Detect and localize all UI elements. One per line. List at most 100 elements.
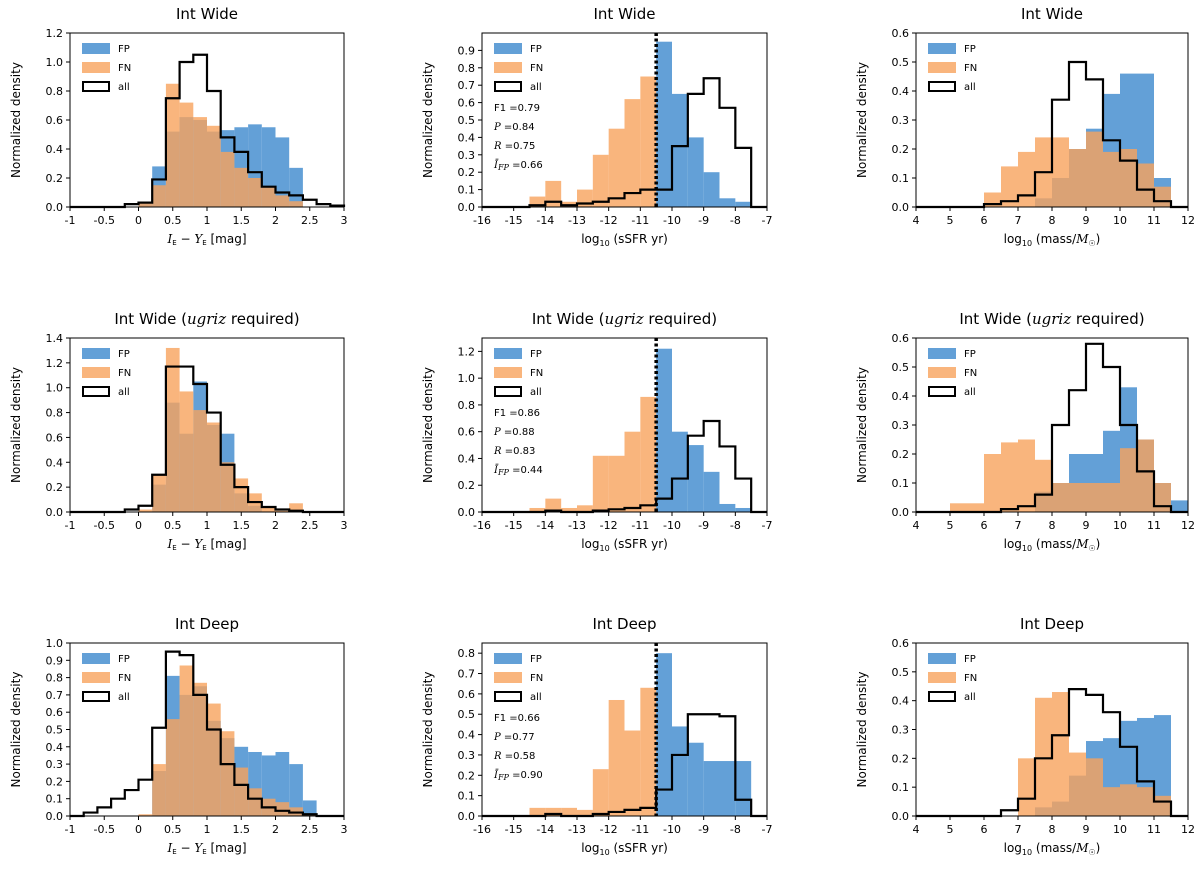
y-tick-label: 0.5	[892, 361, 910, 374]
fp-bar	[275, 751, 290, 816]
x-tick-label: -16	[473, 823, 491, 836]
fp-bar	[289, 764, 303, 816]
legend-swatch-fn	[494, 367, 522, 378]
fp-bar	[656, 348, 672, 512]
legend-label: FP	[964, 654, 976, 665]
legend-swatch-all	[82, 691, 110, 702]
fn-bar	[138, 509, 153, 512]
all-step-line	[482, 713, 767, 818]
metric-annotation: F1 =0.79	[494, 103, 540, 114]
x-tick-label: -15	[505, 214, 523, 227]
fp-bar	[735, 507, 752, 512]
y-tick-label: 0.7	[458, 668, 476, 681]
y-tick-label: 1.2	[458, 345, 476, 358]
legend: FP FN all	[928, 43, 977, 93]
fp-bar	[703, 172, 720, 207]
legend-swatch-all	[82, 386, 110, 397]
fn-bar	[640, 396, 657, 512]
y-tick-label: 0.1	[892, 781, 910, 794]
fn-bar	[1086, 131, 1103, 207]
metric-annotation: P =0.84	[493, 122, 535, 133]
y-axis-label: Normalized density	[9, 62, 23, 178]
legend: FP FN all	[928, 653, 977, 703]
histogram-panel: Int Wide -16 -15 -14 -13 -12 -11 -10 -9 -8 -7 0.0 0.…	[421, 5, 772, 248]
legend-swatch-fp	[494, 43, 522, 54]
fn-bar	[275, 802, 290, 816]
y-tick-label: 0.2	[458, 479, 476, 492]
legend-label: FP	[964, 349, 976, 360]
legend-swatch-fn	[928, 367, 956, 378]
panel-title: Int Wide (ugriz required)	[114, 310, 299, 328]
legend-swatch-all	[82, 81, 110, 92]
x-tick-label: 7	[1015, 519, 1022, 532]
x-tick-label: 2.5	[301, 214, 319, 227]
panel-title: Int Deep	[175, 615, 239, 633]
legend-label: FN	[118, 63, 131, 74]
legend-label: all	[530, 82, 542, 93]
x-tick-label: -8	[730, 519, 741, 532]
fp-bar	[672, 93, 688, 207]
x-tick-label: 1.5	[233, 823, 251, 836]
x-axis-label: log10 (mass/M☉)	[1004, 537, 1101, 553]
x-axis-label: log10 (sSFR yr)	[581, 841, 668, 857]
legend-label: all	[118, 692, 130, 703]
fn-bar	[577, 505, 593, 512]
fn-bar	[592, 769, 609, 816]
fn-bar	[220, 731, 235, 816]
x-tick-label: 3	[341, 519, 348, 532]
fn-bar	[138, 814, 153, 816]
fn-bar	[1018, 758, 1035, 816]
fn-bar	[1052, 692, 1069, 816]
x-tick-label: 4	[913, 519, 920, 532]
x-tick-label: 1	[204, 519, 211, 532]
x-tick-label: -9	[698, 823, 709, 836]
fp-bar	[735, 761, 752, 816]
y-tick-label: 0.0	[46, 506, 64, 519]
x-tick-label: -16	[473, 519, 491, 532]
legend: FP FN all	[82, 653, 131, 703]
legend-label: FN	[530, 63, 543, 74]
fn-bar	[193, 682, 207, 816]
x-tick-label: 9	[1083, 823, 1090, 836]
fn-bar	[608, 699, 625, 816]
legend: FP FN all	[82, 43, 131, 93]
fn-bar	[1069, 483, 1086, 512]
x-tick-label: 0	[135, 823, 142, 836]
y-tick-label: 0.4	[892, 85, 910, 98]
histogram-panel: Int Deep 4 5 6 7 8 9 10 11 12 0.0 0.1 0.2 0.3 0.4 0.5 0.…	[855, 615, 1195, 857]
fn-bar	[1069, 752, 1086, 816]
y-tick-label: 0.0	[892, 506, 910, 519]
x-tick-label: 4	[913, 214, 920, 227]
fn-bar	[1120, 149, 1137, 207]
fn-bar	[152, 474, 166, 512]
fn-bar	[1035, 459, 1052, 512]
fn-bar	[624, 730, 641, 816]
all-step-line	[482, 77, 767, 209]
fn-bar	[1154, 795, 1171, 816]
legend: FP FN all	[494, 43, 543, 93]
y-tick-label: 0.9	[46, 654, 64, 667]
x-tick-label: 0.5	[164, 214, 182, 227]
x-tick-label: 0	[135, 519, 142, 532]
x-tick-label: 2	[272, 214, 279, 227]
y-tick-label: 0.5	[892, 666, 910, 679]
x-tick-label: 12	[1181, 519, 1195, 532]
x-tick-label: -15	[505, 519, 523, 532]
fn-bar	[179, 102, 194, 207]
fp-bar	[302, 800, 317, 816]
x-tick-label: 0.5	[164, 519, 182, 532]
fn-bar	[1137, 787, 1154, 816]
x-tick-label: 12	[1181, 823, 1195, 836]
fp-bar	[703, 761, 720, 816]
x-axis-label: IE − YE [mag]	[166, 537, 246, 552]
y-tick-label: 0.6	[458, 426, 476, 439]
fn-bar	[165, 83, 180, 207]
fn-bar	[1052, 137, 1069, 207]
x-tick-label: 11	[1147, 823, 1161, 836]
all-step-line	[70, 53, 346, 209]
x-tick-label: -1	[65, 823, 76, 836]
fp-bar	[672, 726, 688, 816]
fn-bar	[289, 503, 303, 512]
y-axis-label: Normalized density	[9, 367, 23, 483]
y-tick-label: 0.2	[892, 448, 910, 461]
